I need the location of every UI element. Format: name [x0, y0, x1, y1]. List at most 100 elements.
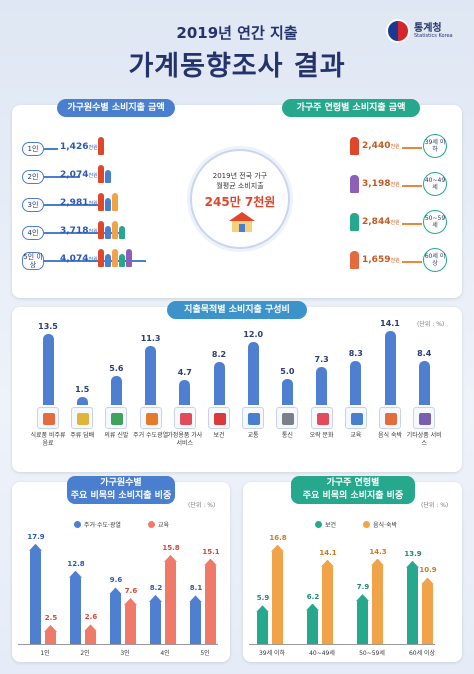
- bar-4: [145, 345, 157, 405]
- household-items-title-line1: 가구원수별: [100, 478, 142, 488]
- series2-bar: [45, 630, 56, 644]
- person-figure-icon: [119, 226, 125, 239]
- person-figure-icon: [112, 249, 118, 267]
- series1-bar: [70, 576, 81, 644]
- category-axis-label: 5인: [200, 650, 210, 657]
- age-group-badge: 50~59세: [423, 210, 447, 234]
- family-figure-group: [98, 249, 132, 267]
- person-figure-icon: [105, 170, 111, 183]
- category-icon-glyph: [282, 413, 295, 425]
- person-figure-icon: [98, 193, 104, 211]
- bar-value-label: 7.3: [314, 354, 329, 364]
- header-subtitle: 2019년 연간 지출: [176, 24, 298, 42]
- household-spending-number: 2,074: [60, 170, 89, 180]
- legend-education-swatch: [148, 521, 155, 528]
- logo-name: 통계청: [414, 23, 442, 34]
- legend-health-swatch: [315, 521, 322, 528]
- series1-value: 12.8: [67, 559, 85, 568]
- bar-value-label: 1.5: [75, 385, 90, 395]
- household-spending-number: 3,718: [60, 226, 89, 236]
- age-group-badge: 39세 이하: [423, 134, 447, 158]
- statistics-korea-logo: 통계청 Statistics Korea: [386, 14, 466, 50]
- legend-food-lodging-swatch: [363, 521, 370, 528]
- category-label: 통신: [281, 432, 293, 439]
- series1-cap-icon: [69, 570, 82, 578]
- series2-cap-icon: [271, 544, 284, 552]
- household-arrow: [44, 148, 58, 150]
- household-spending-number: 1,426: [60, 142, 89, 152]
- series2-bar: [165, 560, 176, 644]
- age-spending-number: 2,844: [362, 217, 391, 227]
- series2-cap-icon: [321, 559, 334, 567]
- series2-value: 2.5: [44, 613, 58, 622]
- category-axis-label: 2인: [80, 650, 90, 657]
- age-items-card: 가구주 연령별 주요 비목의 소비지출 비중 (단위 : %) 보건 음식·숙박…: [243, 476, 462, 662]
- household-size-badge: 3인: [22, 198, 44, 212]
- category-label: 음식 숙박: [378, 432, 402, 439]
- legend-education: 교육: [148, 520, 169, 529]
- age-spending-unit: 천원: [390, 220, 400, 226]
- household-spending-number: 4,074: [60, 254, 89, 264]
- series2-cap-icon: [421, 577, 434, 585]
- household-spending-value: 2,981천원: [60, 198, 98, 208]
- age-spending-unit: 천원: [390, 258, 400, 264]
- age-spending-value: 1,659천원: [362, 255, 400, 265]
- series1-bar: [407, 566, 418, 644]
- household-spending-unit: 천원: [88, 257, 98, 263]
- category-icon: [37, 407, 59, 429]
- bar-value-label: 5.6: [109, 363, 124, 373]
- age-items-title: 가구주 연령별 주요 비목의 소비지출 비중: [291, 476, 415, 504]
- series2-bar: [85, 630, 96, 644]
- legend-housing: 주거·수도·광열: [74, 520, 121, 529]
- bar-2: [76, 397, 88, 405]
- center-line1: 2019년 전국 가구: [212, 172, 268, 180]
- spending-overview-card: 가구원수별 소비지출 금액 가구주 연령별 소비지출 금액 1인 1,426천원 2…: [12, 99, 462, 298]
- series1-cap-icon: [356, 594, 369, 602]
- legend-health-label: 보건: [325, 522, 337, 529]
- bar-value-label: 8.2: [211, 349, 227, 359]
- category-axis-label: 3인: [120, 650, 130, 657]
- category-label: 교통: [247, 432, 259, 439]
- category-icon-glyph: [77, 413, 90, 425]
- family-figure-group: [98, 193, 118, 211]
- category-icon-glyph: [145, 413, 158, 425]
- age-group-badge: 40~49세: [423, 172, 447, 196]
- series1-value: 6.2: [306, 592, 320, 601]
- category-icon: [310, 407, 333, 429]
- age-person-icon: [350, 137, 359, 155]
- series1-bar: [257, 611, 268, 644]
- bar-value-label: 4.7: [177, 368, 192, 378]
- legend-food-lodging-label: 음식·숙박: [373, 522, 397, 529]
- series1-bar: [190, 601, 201, 644]
- series1-bar: [150, 600, 161, 644]
- age-person-icon: [350, 175, 359, 193]
- series1-cap-icon: [29, 543, 42, 551]
- household-size-badge: 2인: [22, 170, 44, 184]
- age-spending-value: 2,844천원: [362, 217, 400, 227]
- series2-bar: [125, 604, 136, 644]
- age-group-title: 가구주 연령별 소비지출 금액: [282, 99, 420, 117]
- header-title: 가계동향조사 결과: [128, 51, 346, 82]
- category-icon-glyph: [179, 413, 192, 425]
- category-label: 기타상품 서비스: [406, 432, 442, 447]
- category-axis-label: 4인: [160, 650, 170, 657]
- person-figure-icon: [105, 198, 111, 211]
- series2-value: 2.6: [84, 613, 98, 622]
- age-spending-number: 2,440: [362, 141, 391, 151]
- category-icon-glyph: [419, 413, 432, 425]
- category-icon-glyph: [316, 413, 329, 425]
- family-figure-group: [98, 165, 111, 183]
- category-axis-label: 40~49세: [309, 650, 335, 657]
- age-person-icon: [350, 251, 359, 269]
- household-items-title: 가구원수별 주요 비목의 소비지출 비중: [67, 476, 175, 504]
- age-arrow: [402, 223, 422, 225]
- household-spending-number: 2,981: [60, 198, 89, 208]
- category-icon-glyph: [248, 413, 261, 425]
- series2-bar: [422, 583, 433, 644]
- person-figure-icon: [98, 221, 104, 239]
- household-items-title-line2: 주요 비목의 소비지출 비중: [70, 491, 172, 501]
- bar-9: [316, 366, 328, 405]
- series2-value: 15.8: [162, 543, 180, 552]
- bar-3: [110, 375, 122, 405]
- series1-bar: [30, 549, 41, 644]
